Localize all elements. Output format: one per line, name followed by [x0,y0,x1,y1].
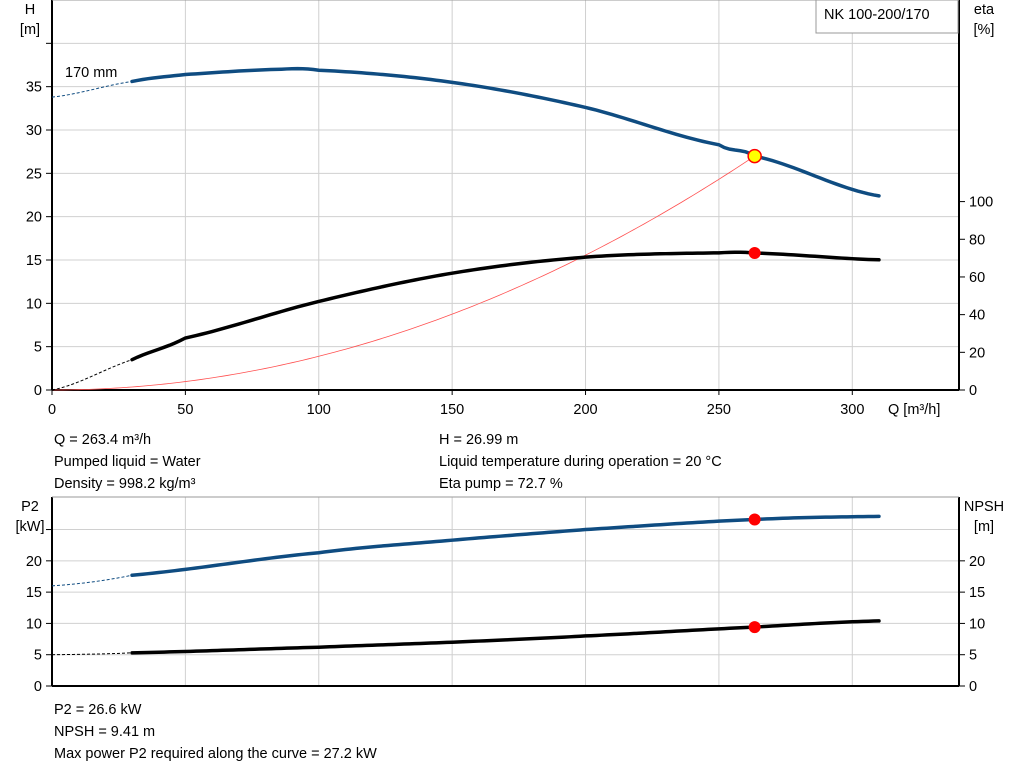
y-axis-title-left: H [25,2,35,18]
y-tick-label-right: 0 [969,383,977,399]
temperature-readout: Liquid temperature during operation = 20… [439,454,722,470]
p2-curve [130,514,881,577]
x-tick-label: 0 [48,402,56,418]
y-tick-label-right: 20 [969,345,985,361]
flow-readout: Q = 263.4 m³/h [54,432,152,448]
x-tick-label: 100 [307,402,331,418]
system-curve [51,155,755,391]
info-top-left: Q = 263.4 m³/h Pumped liquid = Water Den… [54,429,201,495]
y-axis-unit-left: [kW] [16,519,45,535]
y-tick-label-left: 20 [26,210,42,226]
head-curve-extrapolated [51,80,133,98]
x-tick-label: 200 [573,402,597,418]
x-tick-label: 300 [840,402,864,418]
pump-model-title: NK 100-200/170 [824,7,930,23]
npsh-curve [130,619,881,655]
info-top-right: H = 26.99 m Liquid temperature during op… [439,429,722,495]
y-axis-title-right: eta [974,2,995,18]
duty-point-p2 [748,513,761,526]
y-tick-label-right: 20 [969,554,985,570]
y-tick-label-right: 60 [969,270,985,286]
p2-readout: P2 = 26.6 kW [54,702,142,718]
x-tick-label: 50 [177,402,193,418]
x-tick-label: 250 [707,402,731,418]
y-tick-label-right: 100 [969,195,993,211]
p2-curve-extrapolated [51,574,133,587]
y-tick-label-right: 5 [969,648,977,664]
npsh-curve-extrapolated [51,652,133,656]
x-tick-label: 150 [440,402,464,418]
y-tick-label-left: 0 [34,383,42,399]
y-tick-label-left: 20 [26,554,42,570]
duty-point-eta [748,247,761,260]
x-axis-label: Q [m³/h] [888,402,940,418]
head-readout: H = 26.99 m [439,432,519,448]
efficiency-curve-extrapolated [51,359,133,391]
y-tick-label-left: 35 [26,80,42,96]
y-axis-unit-right: [m] [974,519,994,535]
y-axis-unit-left: [m] [20,22,40,38]
duty-point-head [747,148,762,164]
y-tick-label-left: 10 [26,296,42,312]
y-tick-label-right: 40 [969,308,985,324]
y-tick-label-left: 10 [26,616,42,632]
y-axis-title-left: P2 [21,499,39,515]
impeller-diameter-label: 170 mm [65,65,117,81]
y-tick-label-left: 5 [34,340,42,356]
head-curve [130,66,881,198]
info-bottom: P2 = 26.6 kW NPSH = 9.41 m Max power P2 … [54,699,377,765]
y-axis-unit-right: [%] [974,22,995,38]
y-tick-label-right: 80 [969,232,985,248]
y-tick-label-left: 30 [26,123,42,139]
duty-point-npsh [748,621,761,634]
efficiency-curve [130,250,881,362]
y-tick-label-right: 0 [969,679,977,695]
y-axis-title-right: NPSH [964,499,1004,515]
npsh-readout: NPSH = 9.41 m [54,724,156,740]
y-tick-label-left: 0 [34,679,42,695]
y-tick-label-left: 15 [26,253,42,269]
y-tick-label-right: 15 [969,585,985,601]
y-tick-label-left: 25 [26,166,42,182]
density-readout: Density = 998.2 kg/m³ [54,476,196,492]
max-p2-readout: Max power P2 required along the curve = … [54,746,377,762]
liquid-readout: Pumped liquid = Water [54,454,201,470]
eta-readout: Eta pump = 72.7 % [439,476,563,492]
legend-box [815,0,959,34]
y-tick-label-right: 10 [969,616,985,632]
y-tick-label-left: 5 [34,648,42,664]
y-tick-label-left: 15 [26,585,42,601]
